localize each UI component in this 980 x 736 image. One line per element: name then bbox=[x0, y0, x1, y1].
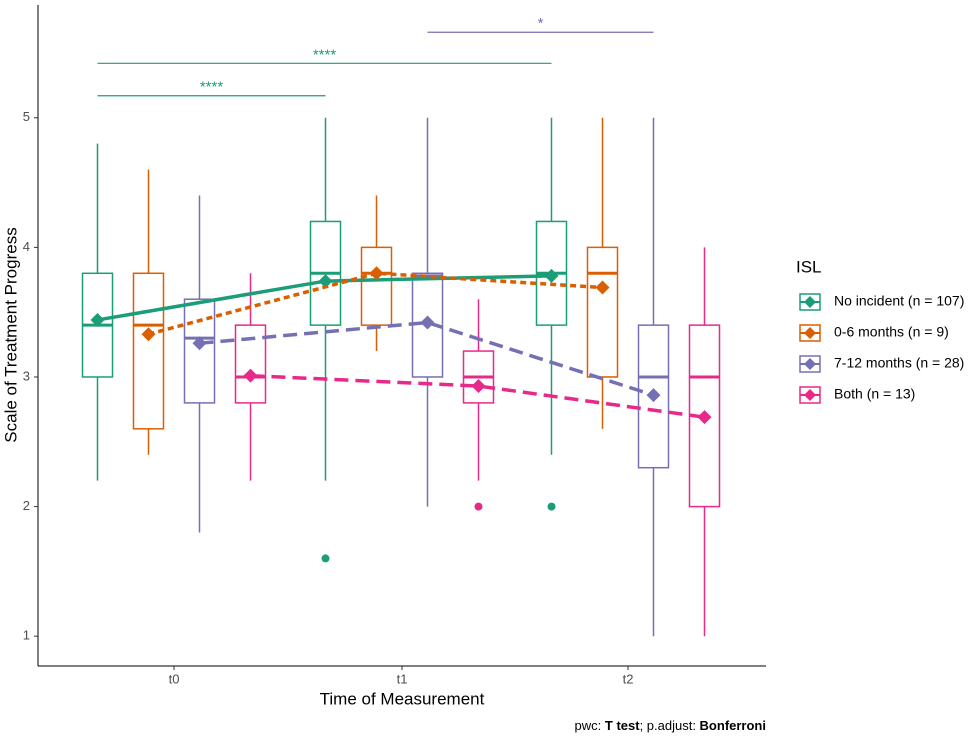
y-tick-label: 2 bbox=[23, 498, 30, 513]
legend-key-point bbox=[804, 327, 816, 339]
mean-point bbox=[318, 274, 333, 289]
mean-point bbox=[544, 268, 559, 283]
mean-line bbox=[199, 320, 655, 397]
mean-point bbox=[369, 266, 384, 281]
mean-point bbox=[90, 312, 105, 327]
legend-key-point bbox=[804, 296, 816, 308]
caption-part: pwc: bbox=[575, 718, 605, 733]
caption-part: T test bbox=[605, 718, 640, 733]
significance-label: **** bbox=[200, 79, 224, 96]
outlier bbox=[547, 502, 556, 511]
outlier bbox=[321, 554, 330, 563]
box bbox=[132, 272, 165, 430]
legend-key-point bbox=[804, 358, 816, 370]
legend-label: Both (n = 13) bbox=[834, 386, 915, 402]
mean-point bbox=[420, 315, 435, 330]
y-tick-label: 3 bbox=[23, 368, 30, 383]
box bbox=[360, 246, 393, 326]
box bbox=[586, 246, 619, 378]
x-tick-label: t1 bbox=[397, 671, 408, 686]
mean-point bbox=[697, 410, 712, 425]
y-tick-label: 4 bbox=[23, 239, 30, 254]
outlier bbox=[474, 502, 483, 511]
mean-point bbox=[646, 388, 661, 403]
x-tick-label: t0 bbox=[169, 671, 180, 686]
mean-point bbox=[192, 336, 207, 351]
legend-label: No incident (n = 107) bbox=[834, 293, 964, 309]
mean-point bbox=[595, 280, 610, 295]
legend-label: 7-12 months (n = 28) bbox=[834, 355, 964, 371]
mean-point bbox=[141, 327, 156, 342]
box bbox=[183, 298, 216, 404]
y-tick-label: 1 bbox=[23, 628, 30, 643]
mean-line bbox=[250, 373, 705, 419]
mean-point bbox=[243, 368, 258, 383]
caption-part: ; p.adjust: bbox=[640, 718, 700, 733]
x-axis-title: Time of Measurement bbox=[320, 689, 485, 708]
significance-label: * bbox=[538, 15, 544, 32]
y-tick-label: 5 bbox=[23, 109, 30, 124]
legend-key-point bbox=[804, 389, 816, 401]
mean-point bbox=[471, 379, 486, 394]
legend-title: ISL bbox=[796, 257, 822, 276]
legend-label: 0-6 months (n = 9) bbox=[834, 324, 949, 340]
y-axis-title: Scale of Treatment Progress bbox=[1, 227, 20, 442]
significance-label: **** bbox=[313, 46, 337, 63]
caption-part: Bonferroni bbox=[700, 718, 766, 733]
box bbox=[234, 324, 267, 404]
caption: pwc: T test; p.adjust: Bonferroni bbox=[575, 718, 766, 733]
x-tick-label: t2 bbox=[623, 671, 634, 686]
